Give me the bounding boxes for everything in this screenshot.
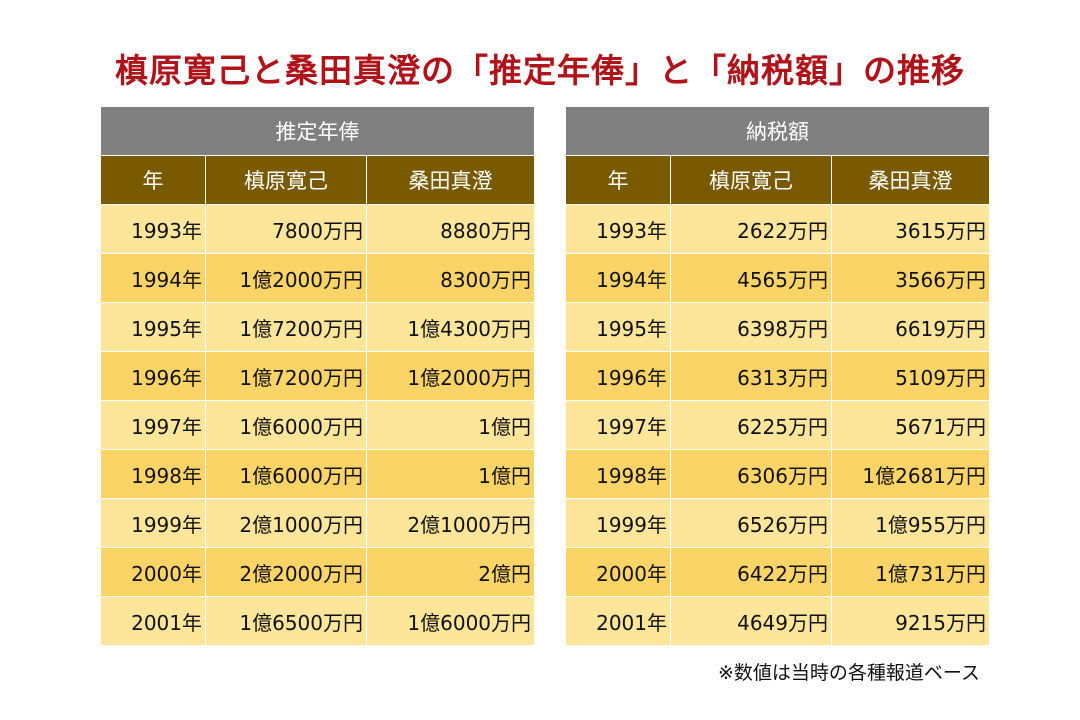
column-header-kuwata: 桑田真澄 xyxy=(830,155,991,205)
year-cell: 1995年 xyxy=(565,302,671,352)
table-row: 1994年 1億2000万円 8300万円 xyxy=(100,253,536,303)
table-row: 1993年 7800万円 8880万円 xyxy=(100,204,536,254)
kuwata-cell: 2億1000万円 xyxy=(365,498,536,548)
column-header-year: 年 xyxy=(100,155,206,205)
makihara-cell: 4649万円 xyxy=(670,596,832,646)
tax-table-caption: 納税額 xyxy=(564,106,991,156)
year-cell: 1997年 xyxy=(100,400,206,450)
kuwata-cell: 2億円 xyxy=(365,547,536,597)
makihara-cell: 6313万円 xyxy=(670,351,832,401)
page-title: 槙原寛己と桑田真澄の「推定年俸」と「納税額」の推移 xyxy=(115,51,965,90)
table-row: 2001年 1億6500万円 1億6000万円 xyxy=(100,596,536,646)
makihara-cell: 7800万円 xyxy=(205,204,367,254)
makihara-cell: 6422万円 xyxy=(670,547,832,597)
year-cell: 1998年 xyxy=(565,449,671,499)
column-header-kuwata: 桑田真澄 xyxy=(365,155,536,205)
year-cell: 2001年 xyxy=(100,596,206,646)
year-cell: 1994年 xyxy=(100,253,206,303)
year-cell: 2000年 xyxy=(565,547,671,597)
makihara-cell: 6398万円 xyxy=(670,302,832,352)
table-row: 2000年 6422万円 1億731万円 xyxy=(565,547,991,597)
kuwata-cell: 1億円 xyxy=(365,449,536,499)
year-cell: 1996年 xyxy=(100,351,206,401)
table-row: 1996年 6313万円 5109万円 xyxy=(565,351,991,401)
kuwata-cell: 5671万円 xyxy=(830,400,991,450)
kuwata-cell: 3566万円 xyxy=(830,253,991,303)
year-cell: 1996年 xyxy=(565,351,671,401)
kuwata-cell: 9215万円 xyxy=(830,596,991,646)
makihara-cell: 1億6000万円 xyxy=(205,449,367,499)
makihara-cell: 2622万円 xyxy=(670,204,832,254)
table-row: 1994年 4565万円 3566万円 xyxy=(565,253,991,303)
table-row: 1995年 6398万円 6619万円 xyxy=(565,302,991,352)
makihara-cell: 6225万円 xyxy=(670,400,832,450)
table-row: 1997年 1億6000万円 1億円 xyxy=(100,400,536,450)
table-row: 1997年 6225万円 5671万円 xyxy=(565,400,991,450)
kuwata-cell: 1億955万円 xyxy=(830,498,991,548)
table-row: 1998年 6306万円 1億2681万円 xyxy=(565,449,991,499)
salary-table-caption: 推定年俸 xyxy=(99,106,536,156)
table-row: 1993年 2622万円 3615万円 xyxy=(565,204,991,254)
column-header-year: 年 xyxy=(565,155,671,205)
year-cell: 1993年 xyxy=(565,204,671,254)
makihara-cell: 1億7200万円 xyxy=(205,351,367,401)
kuwata-cell: 5109万円 xyxy=(830,351,991,401)
makihara-cell: 2億1000万円 xyxy=(205,498,367,548)
tax-table: 納税額 年 槙原寛己 桑田真澄 1993年 2622万円 3615万円 1994年 4… xyxy=(564,106,991,646)
kuwata-cell: 6619万円 xyxy=(830,302,991,352)
kuwata-cell: 1億4300万円 xyxy=(365,302,536,352)
year-cell: 1998年 xyxy=(100,449,206,499)
table-row: 1996年 1億7200万円 1億2000万円 xyxy=(100,351,536,401)
makihara-cell: 1億2000万円 xyxy=(205,253,367,303)
column-header-makihara: 槙原寛己 xyxy=(670,155,832,205)
source-note: ※数値は当時の各種報道ベース xyxy=(718,662,980,684)
makihara-cell: 6306万円 xyxy=(670,449,832,499)
makihara-cell: 1億7200万円 xyxy=(205,302,367,352)
kuwata-cell: 1億円 xyxy=(365,400,536,450)
table-row: 1998年 1億6000万円 1億円 xyxy=(100,449,536,499)
makihara-cell: 1億6500万円 xyxy=(205,596,367,646)
year-cell: 1994年 xyxy=(565,253,671,303)
makihara-cell: 1億6000万円 xyxy=(205,400,367,450)
kuwata-cell: 3615万円 xyxy=(830,204,991,254)
kuwata-cell: 1億6000万円 xyxy=(365,596,536,646)
makihara-cell: 2億2000万円 xyxy=(205,547,367,597)
table-row: 2001年 4649万円 9215万円 xyxy=(565,596,991,646)
kuwata-cell: 1億731万円 xyxy=(830,547,991,597)
year-cell: 1995年 xyxy=(100,302,206,352)
table-row: 2000年 2億2000万円 2億円 xyxy=(100,547,536,597)
salary-table: 推定年俸 年 槙原寛己 桑田真澄 1993年 7800万円 8880万円 1994年… xyxy=(99,106,536,646)
year-cell: 1999年 xyxy=(100,498,206,548)
makihara-cell: 6526万円 xyxy=(670,498,832,548)
makihara-cell: 4565万円 xyxy=(670,253,832,303)
kuwata-cell: 1億2000万円 xyxy=(365,351,536,401)
year-cell: 1999年 xyxy=(565,498,671,548)
column-header-makihara: 槙原寛己 xyxy=(205,155,367,205)
year-cell: 2000年 xyxy=(100,547,206,597)
kuwata-cell: 1億2681万円 xyxy=(830,449,991,499)
table-row: 1999年 6526万円 1億955万円 xyxy=(565,498,991,548)
kuwata-cell: 8300万円 xyxy=(365,253,536,303)
year-cell: 2001年 xyxy=(565,596,671,646)
table-row: 1995年 1億7200万円 1億4300万円 xyxy=(100,302,536,352)
year-cell: 1993年 xyxy=(100,204,206,254)
table-row: 1999年 2億1000万円 2億1000万円 xyxy=(100,498,536,548)
year-cell: 1997年 xyxy=(565,400,671,450)
kuwata-cell: 8880万円 xyxy=(365,204,536,254)
